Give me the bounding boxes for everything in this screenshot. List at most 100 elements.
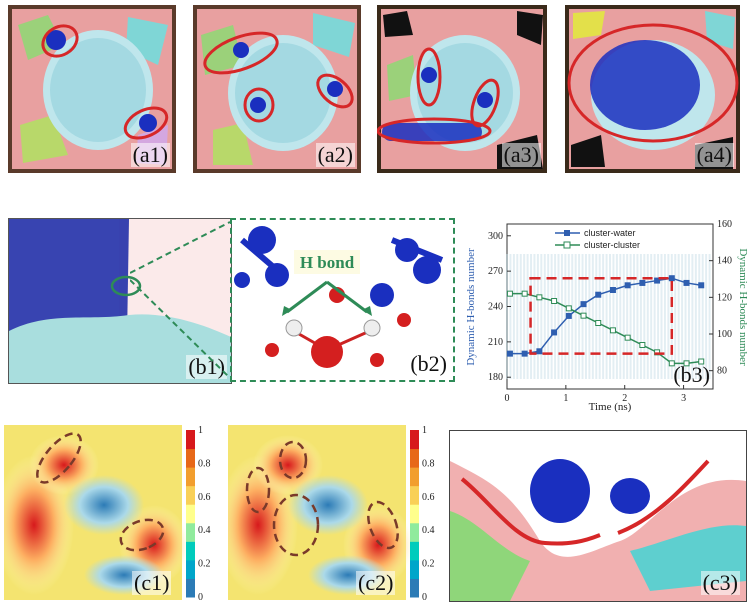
y2-tick-label: 120 [717, 292, 732, 303]
colorbar-segment [410, 504, 419, 524]
data-point [565, 305, 572, 312]
panel-c1: 0 0.2 0.4 0.6 0.8 1 (c1) [4, 425, 214, 603]
panel-c3: (c3) [449, 430, 747, 602]
x-tick-label: 0 [505, 393, 510, 404]
data-point [624, 282, 631, 289]
colorbar-segment [410, 522, 419, 542]
colorbar-segment [186, 541, 195, 561]
panel-label: (a3) [501, 142, 541, 167]
colorbar-segment [410, 578, 419, 598]
cluster-snapshot-image [8, 5, 176, 173]
colorbar-segment [186, 504, 195, 524]
colorbar-segment [186, 522, 195, 542]
data-point [609, 327, 616, 334]
colorbar-segment [410, 485, 419, 505]
y-tick-label: 180 [488, 372, 503, 383]
y-tick-label: 300 [488, 231, 503, 242]
colorbar: 0 0.2 0.4 0.6 0.8 1 [186, 425, 211, 603]
data-point [639, 279, 646, 286]
data-point [683, 360, 690, 367]
colorbar-tick-label: 0 [198, 592, 203, 603]
data-point [698, 358, 705, 365]
panel-a4: (a4) [565, 5, 740, 173]
y2-tick-label: 100 [717, 329, 732, 340]
data-point [698, 282, 705, 289]
y2-tick-label: 160 [717, 219, 732, 230]
cluster-snapshot-image [377, 5, 547, 173]
colorbar-tick-label: 0.8 [422, 458, 435, 469]
h-bond-interface-image [9, 219, 231, 383]
colorbar-segment [410, 430, 419, 450]
y2-axis-label: Dynamic H-bonds number [737, 248, 749, 366]
data-point [551, 329, 558, 336]
panel-label: (c3) [700, 570, 740, 595]
colorbar-segment [186, 578, 195, 598]
y-axis-ticks: 180 210 240 270 300 [488, 231, 511, 383]
y2-tick-label: 140 [717, 256, 732, 267]
density-heatmap-image: 0 0.2 0.4 0.6 0.8 1 [228, 425, 435, 603]
x-tick-label: 1 [563, 393, 568, 404]
colorbar-segment [186, 467, 195, 487]
data-point [609, 287, 616, 293]
panel-label: (c2) [356, 570, 396, 595]
colorbar-tick-label: 0.6 [422, 492, 435, 503]
data-point [506, 350, 513, 357]
data-point [536, 348, 543, 355]
colorbar-tick-label: 0.2 [422, 559, 435, 570]
colorbar-segment [410, 467, 419, 487]
colorbar-tick-label: 0.8 [198, 458, 211, 469]
x-axis-label: Time (ns) [589, 401, 632, 413]
colorbar-tick-label: 0 [422, 592, 427, 603]
colorbar-tick-label: 0.4 [422, 525, 435, 536]
data-point [654, 277, 661, 284]
data-point [595, 291, 602, 298]
panel-label: (c1) [132, 570, 172, 595]
colorbar-segment [410, 448, 419, 468]
panel-label: (b3) [673, 362, 710, 387]
y-tick-label: 270 [488, 266, 503, 277]
data-point [521, 350, 528, 357]
data-point [551, 298, 558, 304]
data-point [521, 290, 528, 297]
colorbar-segment [186, 559, 195, 579]
panel-label: (b2) [408, 351, 449, 376]
legend-label: cluster-cluster [584, 240, 640, 250]
panel-b2: H bond (b2) [230, 218, 455, 382]
panel-a2: (a2) [193, 5, 361, 173]
colorbar-segment [186, 448, 195, 468]
zoom-connector-lines [130, 221, 231, 379]
data-point [668, 275, 675, 282]
y2-tick-label: 80 [717, 366, 727, 377]
colorbar-tick-label: 1 [198, 425, 203, 436]
h-bond-line-chart: 180 210 240 270 300 80 100 120 140 160 0 1 2 3 Dyna… [465, 219, 749, 413]
data-point [506, 290, 513, 297]
colorbar: 0 0.2 0.4 0.6 0.8 1 [410, 425, 435, 603]
y-axis-label: Dynamic H-bonds number [465, 248, 477, 366]
panel-label: (a2) [315, 142, 355, 167]
colorbar-segment [186, 485, 195, 505]
colorbar-tick-label: 0.2 [198, 559, 211, 570]
data-point [565, 312, 572, 319]
panel-a1: (a1) [8, 5, 176, 173]
legend: cluster-water cluster-cluster [555, 228, 640, 250]
density-heatmap-image: 0 0.2 0.4 0.6 0.8 1 [4, 425, 211, 603]
colorbar-segment [410, 541, 419, 561]
colorbar-tick-label: 0.6 [198, 492, 211, 503]
y-tick-label: 210 [488, 337, 503, 348]
x-tick-label: 2 [622, 393, 627, 404]
y-tick-label: 240 [488, 302, 503, 313]
h-bond-zoom-image: H bond [232, 220, 453, 380]
colorbar-tick-label: 0.4 [198, 525, 211, 536]
x-tick-label: 3 [681, 393, 686, 404]
colorbar-tick-label: 1 [422, 425, 427, 436]
colorbar-segment [186, 430, 195, 450]
colorbar-segment [410, 559, 419, 579]
panel-a3: (a3) [377, 5, 547, 173]
data-point [580, 301, 587, 308]
x-axis-ticks: 0 1 2 3 [505, 385, 686, 404]
highlight-dashed-box [529, 276, 674, 355]
data-point [624, 334, 631, 341]
data-point [536, 294, 543, 301]
data-point [683, 279, 690, 286]
panel-label: (a1) [130, 142, 170, 167]
